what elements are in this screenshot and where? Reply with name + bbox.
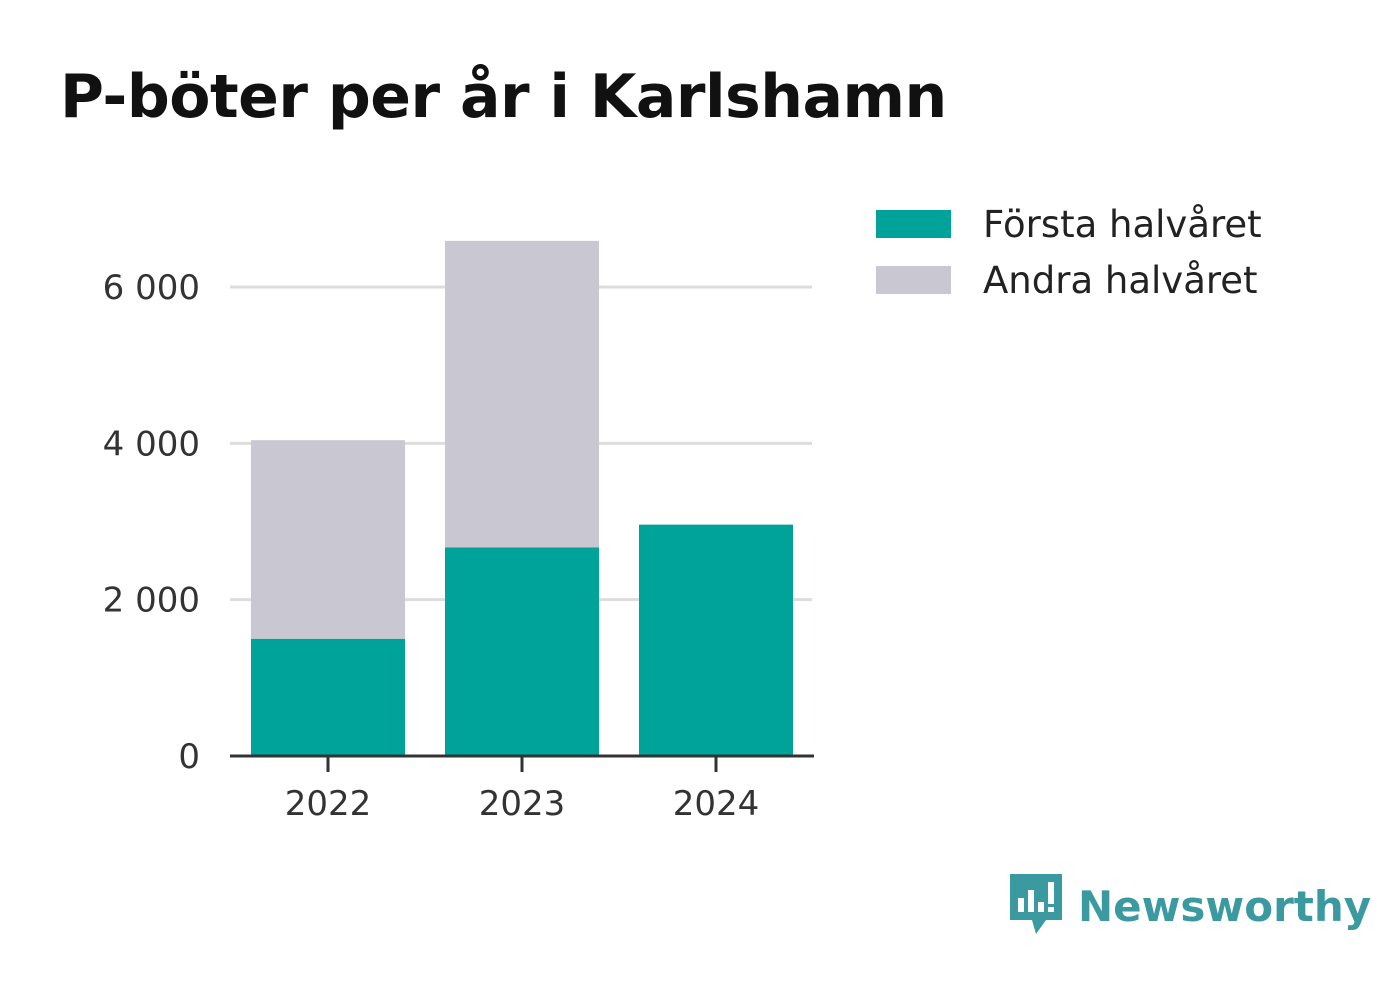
bar-2024-first-half — [639, 524, 793, 756]
axes: 0 2 000 4 000 6 000 2022 2023 2024 — [103, 268, 814, 824]
legend-item-first-half: Första halvåret — [876, 196, 1262, 252]
legend-swatch-first-half — [876, 210, 951, 238]
brand: Newsworthy — [1010, 874, 1371, 938]
legend-item-second-half: Andra halvåret — [876, 252, 1262, 308]
bar-2022-first-half — [251, 638, 405, 756]
chart-title: P-böter per år i Karlshamn — [60, 62, 947, 132]
y-tick-label: 4 000 — [103, 424, 200, 464]
y-tick-label: 2 000 — [103, 581, 200, 621]
y-tick-label: 0 — [178, 737, 200, 777]
legend-swatch-second-half — [876, 266, 951, 294]
legend-label-second-half: Andra halvåret — [983, 258, 1258, 302]
bars — [251, 240, 793, 756]
stacked-bar-chart: 0 2 000 4 000 6 000 2022 2023 2024 — [103, 240, 814, 824]
legend: Första halvåret Andra halvåret — [876, 196, 1262, 308]
y-tick-label: 6 000 — [103, 268, 200, 308]
legend-label-first-half: Första halvåret — [983, 202, 1262, 246]
newsworthy-logo-icon — [1010, 874, 1062, 934]
x-tick-label: 2022 — [285, 784, 372, 824]
x-tick-label: 2023 — [479, 784, 566, 824]
brand-name: Newsworthy — [1078, 881, 1372, 931]
bar-2023-second-half — [445, 240, 599, 548]
bar-2022-second-half — [251, 440, 405, 639]
bar-2023-first-half — [445, 547, 599, 756]
x-tick-label: 2024 — [673, 784, 760, 824]
